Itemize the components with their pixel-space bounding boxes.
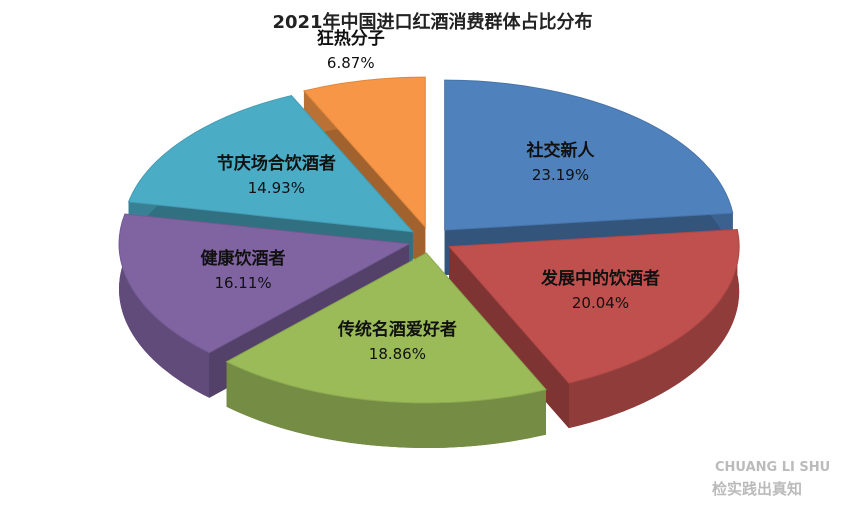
value-label: 23.19% xyxy=(531,165,590,184)
category-label: 传统名酒爱好者 xyxy=(337,319,457,340)
slice-label: 社交新人 23.19% xyxy=(485,139,635,187)
category-label: 社交新人 xyxy=(526,140,595,161)
chart-title: 2021年中国进口红酒消费群体占比分布 xyxy=(272,12,593,33)
slice-side xyxy=(568,229,740,429)
category-label: 发展中的饮酒者 xyxy=(540,268,660,289)
slice-side xyxy=(226,361,547,449)
watermark: 检实践出真知 xyxy=(712,480,803,498)
slice xyxy=(127,95,414,233)
slice xyxy=(303,76,426,229)
value-label: 20.04% xyxy=(571,293,630,312)
slice-label: 传统名酒爱好者 18.86% xyxy=(322,318,472,366)
value-label: 6.87% xyxy=(326,54,375,73)
category-label: 健康饮酒者 xyxy=(200,248,286,269)
slice-label: 健康饮酒者 16.11% xyxy=(168,247,318,295)
slice-side xyxy=(119,214,210,398)
category-label: 狂热分子 xyxy=(316,29,385,50)
value-label: 14.93% xyxy=(247,178,305,197)
slice xyxy=(448,228,740,384)
slice xyxy=(118,213,411,354)
slice xyxy=(444,79,734,231)
slice xyxy=(225,252,547,404)
slice-label: 节庆场合饮酒者 14.93% xyxy=(201,152,351,200)
value-label: 16.11% xyxy=(214,273,272,292)
slice-label: 发展中的饮酒者 20.04% xyxy=(525,267,675,315)
watermark: CHUANG LI SHU xyxy=(715,460,831,475)
category-label: 节庆场合饮酒者 xyxy=(216,153,336,174)
value-label: 18.86% xyxy=(368,344,426,363)
slice-label: 狂热分子 6.87% xyxy=(276,27,426,75)
